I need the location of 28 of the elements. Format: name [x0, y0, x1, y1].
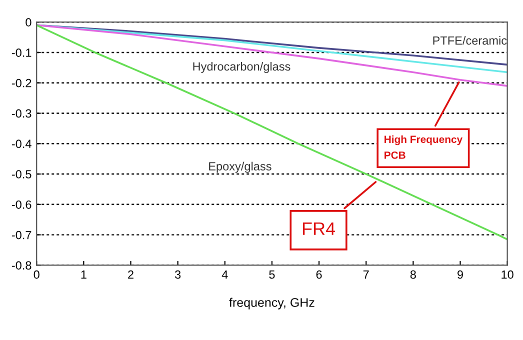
series-label: Hydrocarbon/glass: [193, 62, 290, 74]
x-tick-label: 10: [502, 270, 514, 279]
x-tick-label: 8: [410, 270, 416, 279]
y-tick-label: -0.2: [12, 78, 32, 88]
y-tick-label: -0.8: [12, 261, 32, 270]
line-series: [36, 24, 508, 87]
line-series: [36, 24, 508, 240]
y-tick-label: -0.6: [12, 200, 32, 209]
y-tick-label: -0.7: [12, 230, 32, 240]
y-tick-label: -0.3: [12, 109, 32, 118]
annotation: FR4: [302, 222, 336, 235]
x-axis-title: frequency, GHz: [229, 298, 314, 310]
x-tick-label: 6: [316, 270, 322, 279]
y-tick-label: 0: [26, 18, 32, 26]
x-tick-label: 0: [34, 270, 40, 279]
x-tick-label: 7: [363, 270, 369, 279]
x-tick-label: 1: [81, 270, 86, 279]
text: Epoxy/glass: [209, 162, 272, 173]
series-label: PTFE/ceramic: [433, 36, 507, 45]
y-tick-label: -0.5: [12, 170, 32, 178]
x-tick-label: 4: [222, 270, 228, 279]
x-tick-label: 9: [458, 270, 463, 279]
x-tick-label: 3: [174, 270, 181, 279]
y-tick-label: -0.4: [12, 140, 32, 148]
x-tick-label: 5: [269, 270, 275, 279]
x-tick-label: 2: [128, 270, 134, 279]
annotation: High Frequency PCB: [384, 135, 463, 159]
y-tick-label: -0.1: [12, 48, 32, 57]
